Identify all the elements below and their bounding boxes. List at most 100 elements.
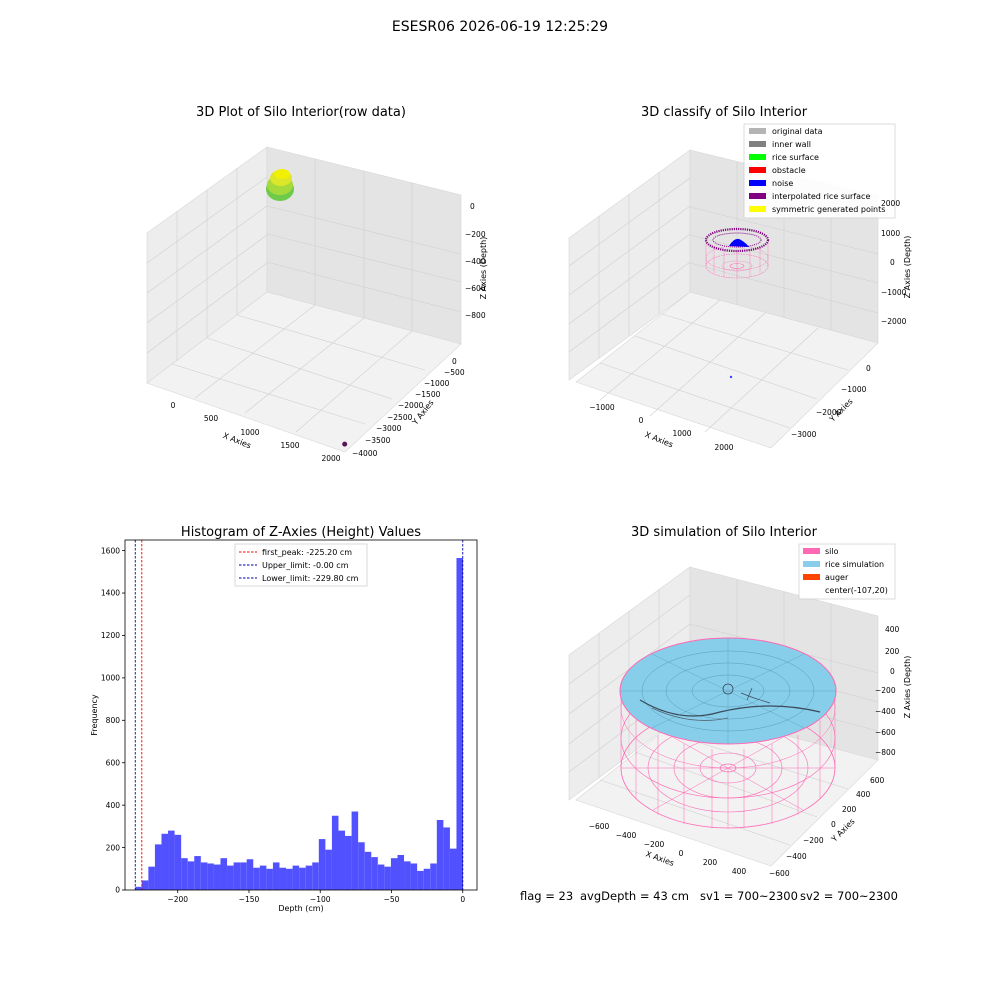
classify-legend: original data inner wall rice surface ob… [743, 123, 896, 219]
simulation-ytick: −600 [769, 869, 790, 878]
simulation-xtick: −200 [644, 840, 665, 849]
classify-plot-title: 3D classify of Silo Interior [641, 105, 808, 120]
histogram-bar [168, 830, 175, 890]
histogram-bar [325, 849, 332, 890]
histogram-bar [299, 867, 306, 890]
histogram-bar [259, 865, 267, 890]
simulation-ytick: −400 [786, 852, 807, 861]
raw-xtick: 1000 [240, 428, 259, 437]
legend-symmetric-generated-points: symmetric generated points [772, 205, 885, 214]
legend-rice-simulation: rice simulation [825, 560, 884, 569]
raw-ytick: −4000 [352, 449, 378, 458]
legend-original-data: original data [772, 127, 823, 136]
panel-simulation: 3D simulation of Silo Interior [568, 525, 912, 878]
panel-raw-data: 3D Plot of Silo Interior(row data) [146, 105, 488, 463]
histogram-bar [364, 851, 372, 890]
histogram-bar [436, 820, 444, 890]
classify-ytick: −3000 [791, 430, 817, 439]
legend-obstacle: obstacle [772, 166, 806, 175]
raw-xtick: 0 [171, 401, 176, 410]
histogram-bar [456, 558, 464, 890]
classify-z-axis-label: Z Axies (Depth) [903, 236, 912, 299]
classify-xtick: 0 [639, 416, 644, 425]
classify-ztick: 1000 [881, 229, 900, 238]
raw-ytick: −2000 [398, 401, 424, 410]
raw-xtick: 1500 [280, 441, 299, 450]
histogram-xtick-label: −50 [384, 895, 400, 904]
histogram-bar [417, 870, 424, 890]
classify-silo-cylinder [704, 227, 770, 279]
histogram-bar [181, 858, 188, 890]
histogram-bar [351, 811, 359, 890]
histogram-bar [331, 815, 339, 890]
legend-auger: auger [825, 573, 849, 582]
histogram-bar [220, 858, 228, 890]
histogram-bar [253, 867, 260, 890]
histogram-bar [233, 862, 241, 890]
simulation-ztick: −600 [875, 728, 896, 737]
simulation-ztick: −200 [875, 686, 896, 695]
simulation-ztick: 200 [885, 647, 900, 656]
raw-ytick: −3000 [376, 424, 402, 433]
histogram-bar [390, 858, 398, 890]
raw-ztick: −400 [465, 257, 486, 266]
simulation-xtick: −400 [616, 831, 637, 840]
histogram-x-ticks: −200 −150 −100 −50 0 [167, 890, 465, 904]
histogram-ytick-label: 800 [106, 716, 121, 725]
status-sv1: sv1 = 700~2300 [700, 889, 798, 903]
histogram-bar [194, 856, 201, 890]
raw-ztick: −800 [465, 311, 486, 320]
histogram-ytick-label: 1000 [101, 674, 120, 683]
histogram-bars [135, 558, 464, 890]
histogram-bar [200, 862, 208, 890]
histogram-bar [266, 868, 273, 890]
histogram-ytick-label: 600 [106, 758, 121, 767]
simulation-xtick: −600 [589, 822, 610, 831]
panel-histogram: Histogram of Z-Axies (Height) Values −20… [90, 525, 478, 913]
simulation-ytick: 400 [856, 790, 871, 799]
classify-x-axis-label: X Axies [644, 430, 675, 449]
raw-xtick: 500 [204, 414, 219, 423]
histogram-bar [161, 833, 169, 890]
figure-title: ESESR06 2026-06-19 12:25:29 [392, 19, 608, 35]
histogram-title: Histogram of Z-Axies (Height) Values [181, 525, 421, 540]
histogram-ytick-label: 1600 [101, 546, 120, 555]
classify-ztick: 2000 [881, 199, 900, 208]
status-flag: flag = 23 [520, 889, 574, 903]
simulation-ztick: −800 [875, 748, 896, 757]
raw-rice-cluster [266, 169, 294, 201]
raw-xtick: 2000 [321, 454, 340, 463]
status-sv2: sv2 = 700~2300 [800, 889, 898, 903]
histogram-bar [443, 827, 450, 890]
histogram-bar [410, 863, 418, 890]
classify-noise-point [729, 375, 733, 379]
simulation-ytick: −200 [803, 836, 824, 845]
histogram-xtick-label: −200 [167, 895, 188, 904]
legend-upper-limit: Upper_limit: -0.00 cm [262, 561, 349, 570]
classify-ztick: 0 [890, 258, 895, 267]
histogram-bar [305, 865, 313, 890]
legend-lower-limit: Lower_limit: -229.80 cm [262, 574, 359, 583]
histogram-bar [345, 835, 352, 890]
histogram-bar [174, 834, 182, 890]
simulation-xtick: 0 [679, 849, 684, 858]
raw-3d-box [146, 146, 462, 453]
histogram-xtick-label: −150 [239, 895, 260, 904]
simulation-ytick: 0 [831, 820, 836, 829]
histogram-bar [430, 863, 437, 890]
simulation-xtick: 200 [703, 858, 718, 867]
histogram-frame [124, 539, 478, 891]
simulation-x-axis-label: X Axies [644, 849, 675, 868]
histogram-legend: first_peak: -225.20 cm Upper_limit: -0.0… [234, 543, 368, 587]
histogram-plot-area [125, 540, 477, 890]
simulation-legend: silo rice simulation auger center(-107,2… [798, 543, 896, 600]
raw-ytick: −1000 [424, 379, 450, 388]
histogram-bar [358, 842, 365, 890]
histogram-bar [272, 862, 280, 890]
histogram-bar [227, 865, 234, 890]
histogram-bar [246, 859, 254, 890]
raw-ztick: 0 [470, 202, 475, 211]
simulation-xtick: 400 [732, 867, 747, 876]
histogram-bar [141, 880, 149, 890]
legend-rice-surface: rice surface [772, 153, 819, 162]
